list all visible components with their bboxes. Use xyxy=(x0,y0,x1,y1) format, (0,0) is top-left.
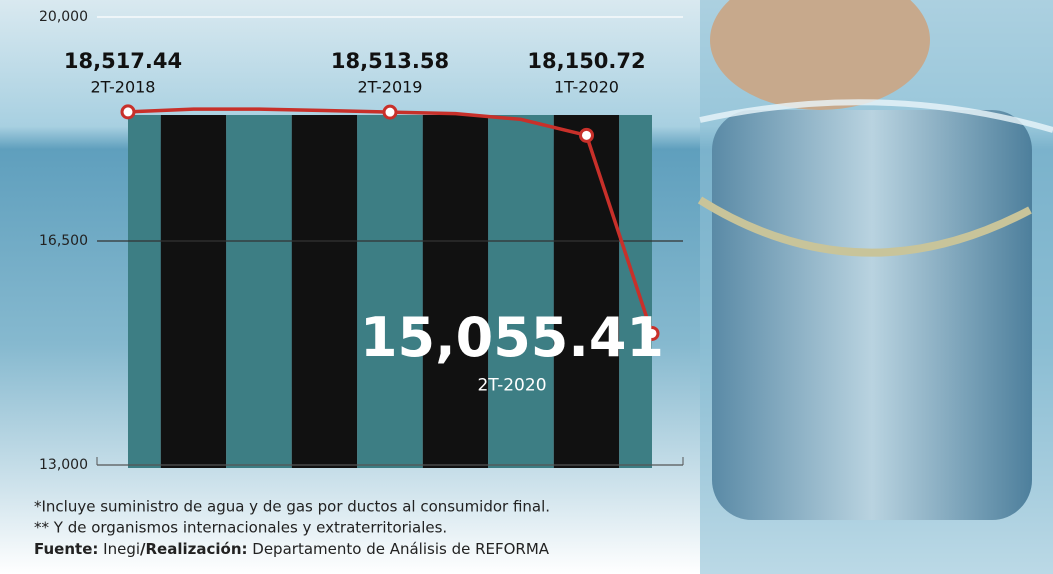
note: ** Y de organismos internacionales y ext… xyxy=(34,519,447,537)
marker xyxy=(120,104,136,120)
can-top xyxy=(710,0,930,110)
value-label: 18,150.72 xyxy=(527,49,645,73)
category-label: 2T-2019 xyxy=(358,78,423,97)
source-label: Fuente: xyxy=(34,540,98,558)
credit: Departamento de Análisis de REFORMA xyxy=(252,540,550,558)
marker xyxy=(644,325,660,341)
water-surface xyxy=(699,99,1053,133)
source-name: Inegi xyxy=(103,540,140,558)
value-label: 18,517.44 xyxy=(64,49,182,73)
stripe xyxy=(553,115,620,468)
value-label: 15,055.41 xyxy=(360,306,664,369)
marker xyxy=(382,104,398,120)
rope xyxy=(697,196,1032,257)
stripe xyxy=(357,115,423,468)
category-label: 2T-2018 xyxy=(91,78,156,97)
stripe xyxy=(291,115,358,468)
y-tick-label: 20,000 xyxy=(39,9,88,25)
plot: 13,000 16,500 20,000 18,517.44 2T-2018 18,513… xyxy=(39,9,684,473)
stripe xyxy=(160,115,227,468)
stripe xyxy=(226,115,292,468)
category-label: 2T-2020 xyxy=(477,375,546,395)
credit-label: /Realización: xyxy=(140,540,247,558)
stripe xyxy=(619,115,652,468)
source: Fuente: Inegi/Realización: Departamento … xyxy=(34,540,550,558)
stripes xyxy=(128,115,652,468)
y-tick-label: 13,000 xyxy=(39,457,88,473)
stripe xyxy=(422,115,489,468)
value-label: 18,513.58 xyxy=(331,49,449,73)
note: *Incluye suministro de agua y de gas por… xyxy=(34,498,550,516)
stripe xyxy=(488,115,554,468)
y-tick-label: 16,500 xyxy=(39,233,88,249)
marker xyxy=(579,127,594,143)
category-label: 1T-2020 xyxy=(554,78,619,97)
can xyxy=(712,110,1032,520)
stripe xyxy=(128,115,161,468)
